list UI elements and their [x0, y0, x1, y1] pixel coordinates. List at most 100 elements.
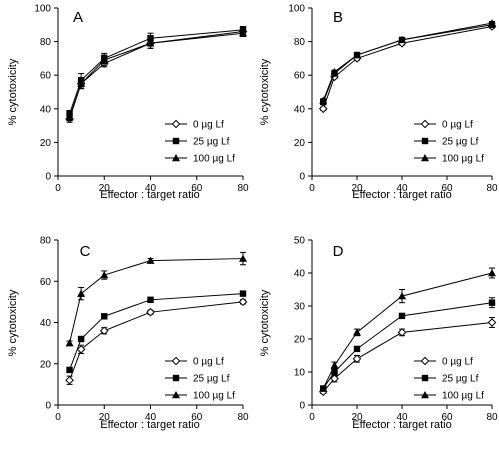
x-tick-label: 0: [55, 412, 61, 423]
series-2: [65, 29, 247, 122]
series-2: [65, 251, 247, 347]
data-point: [76, 345, 86, 354]
series-line: [69, 31, 244, 120]
series-2: [319, 19, 496, 104]
data-point: [398, 312, 406, 320]
y-tick-label: 50: [294, 236, 306, 247]
data-point: [318, 104, 328, 114]
y-tick-label: 20: [294, 335, 306, 346]
data-point: [319, 384, 328, 392]
legend: 0 µg Lf 25 µg Lf 100 µg Lf: [414, 120, 484, 165]
y-tick-label: 80: [294, 37, 306, 48]
x-tick-label: 60: [191, 183, 203, 194]
legend-marker: [172, 154, 180, 162]
data-point: [100, 271, 109, 279]
data-point: [239, 29, 247, 37]
x-axis-label: Effector : target ratio: [352, 419, 451, 431]
data-point: [352, 354, 362, 364]
data-point: [487, 318, 497, 327]
legend: 0 µg Lf 25 µg Lf 100 µg Lf: [165, 357, 235, 402]
y-axis-label: % cytotoxicity: [259, 58, 271, 125]
data-point: [100, 56, 109, 64]
series-line: [69, 258, 244, 344]
data-point: [65, 375, 74, 385]
panel-c: 0 20 40 60 80 0 20 40 60 80 % cytotoxicity Effector…: [7, 236, 249, 432]
data-point: [99, 326, 109, 336]
panel-letter: A: [73, 9, 83, 26]
y-tick-label: 20: [294, 138, 306, 149]
x-tick-label: 0: [55, 183, 61, 194]
x-axis-label: Effector : target ratio: [100, 419, 199, 431]
x-tick-label: 40: [145, 412, 157, 423]
legend-marker: [421, 137, 429, 145]
data-point: [65, 113, 74, 121]
y-tick-label: 60: [294, 71, 306, 82]
data-point: [101, 313, 108, 320]
y-tick-label: 0: [45, 401, 51, 412]
data-point: [397, 328, 407, 337]
legend-label: 100 µg Lf: [442, 154, 484, 165]
y-tick-label: 30: [294, 302, 306, 313]
y-tick-label: 80: [40, 37, 52, 48]
legend-marker: [421, 154, 429, 162]
y-tick-label: 80: [40, 236, 52, 247]
panel-letter: C: [80, 243, 91, 260]
panel-letter: D: [333, 243, 344, 260]
legend: 0 µg Lf 25 µg Lf 100 µg Lf: [165, 120, 235, 165]
legend-marker: [172, 391, 180, 399]
legend-marker: [171, 119, 181, 129]
data-point: [398, 35, 406, 44]
data-point: [488, 269, 496, 277]
series-0: [65, 297, 248, 385]
data-point: [488, 19, 496, 27]
x-tick-label: 80: [237, 183, 249, 194]
data-point: [77, 335, 85, 343]
x-tick-label: 80: [486, 183, 498, 194]
legend-marker: [421, 374, 429, 382]
y-tick-label: 40: [40, 104, 52, 115]
data-point: [239, 290, 247, 297]
data-point: [353, 328, 361, 336]
y-tick-label: 40: [294, 104, 306, 115]
series-1: [66, 290, 247, 374]
data-point: [331, 368, 338, 376]
panel-b: 0 20 40 60 80 100 0 20 40 60 80 % cytotoxicity Effec…: [259, 4, 498, 202]
data-point: [239, 254, 247, 262]
data-point: [398, 292, 406, 300]
legend-label: 25 µg Lf: [442, 374, 479, 385]
data-point: [488, 299, 496, 306]
legend-marker: [172, 374, 180, 382]
data-point: [146, 256, 155, 264]
data-point: [66, 366, 73, 374]
x-axis-label: Effector : target ratio: [352, 189, 451, 201]
x-tick-label: 80: [486, 412, 498, 423]
x-tick-label: 0: [309, 183, 315, 194]
legend-label: 0 µg Lf: [193, 357, 224, 368]
legend-marker: [171, 356, 181, 366]
data-point: [319, 96, 328, 104]
series-0: [318, 22, 497, 114]
data-point: [146, 39, 155, 47]
legend-marker: [420, 119, 430, 129]
data-point: [77, 79, 86, 87]
x-tick-label: 20: [351, 183, 363, 194]
x-tick-label: 0: [309, 412, 315, 423]
data-point: [353, 51, 361, 59]
y-tick-label: 100: [34, 4, 51, 15]
legend-label: 100 µg Lf: [442, 391, 484, 402]
y-tick-label: 60: [40, 71, 52, 82]
series-line: [322, 24, 493, 103]
y-axis-label: % cytotoxicity: [7, 58, 19, 125]
panel-d: 0 10 20 30 40 50 0 20 40 60 80 % cytotoxicity Effect…: [259, 236, 498, 432]
x-tick-label: 20: [351, 412, 363, 423]
x-tick-label: 60: [441, 183, 453, 194]
x-tick-label: 60: [441, 412, 453, 423]
data-point: [330, 361, 339, 369]
series-0: [65, 27, 248, 124]
data-point: [330, 374, 339, 383]
data-point: [147, 296, 154, 304]
x-tick-label: 20: [99, 412, 111, 423]
panel-a: 0 20 40 60 80 100 0 20 40 60 80 % cytotoxicity Effec…: [7, 4, 249, 202]
data-point: [77, 289, 86, 297]
